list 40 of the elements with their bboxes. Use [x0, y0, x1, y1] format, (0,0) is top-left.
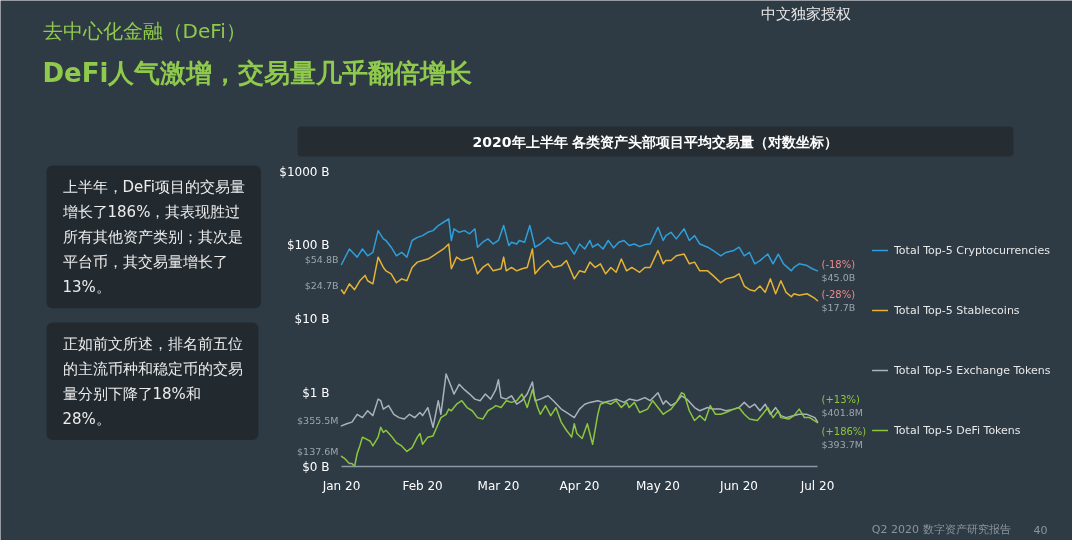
annotation: (-28%): [821, 288, 856, 300]
legend-label: Total Top-5 Stablecoins: [894, 303, 1020, 317]
annotation: $401.8M: [821, 407, 863, 419]
annotation: $355.5M: [297, 415, 339, 427]
data-label: $17.7B: [821, 301, 856, 313]
text: Q2 2020 数字资产研究报告: [871, 523, 1011, 536]
data-label: $54.8B: [304, 254, 339, 266]
x-tick-label: Jul 20: [799, 478, 835, 493]
x-tick-label: May 20: [636, 478, 680, 493]
legend-label: Total Top-5 DeFi Tokens: [894, 423, 1021, 437]
annotation: (+13%): [821, 394, 861, 406]
line-series: [340, 243, 819, 302]
annotation: $137.6M: [297, 445, 339, 457]
annotation: $393.7M: [821, 439, 863, 451]
text: 中文独家授权: [760, 4, 851, 23]
y-tick-label: $0 B: [302, 459, 330, 474]
text: 上半年，DeFi项目的交易量增长了186%，其表现胜过所有其他资产类别；其次是平台币，其交易量增长了13%。: [61, 177, 245, 297]
x-tick-label: Jun 20: [719, 478, 758, 493]
line-series: [340, 388, 819, 468]
x-tick-label: Jan 20: [321, 478, 361, 493]
chart-title: 2020年上半年 各类资产头部项目平均交易量（对数坐标）: [472, 133, 839, 150]
text: 40: [1033, 523, 1048, 537]
y-tick-label: $1 B: [302, 385, 330, 400]
x-tick-label: Apr 20: [559, 478, 600, 493]
annotation: (+186%): [821, 426, 867, 438]
data-label: $45.0B: [821, 271, 856, 283]
line-series: [340, 218, 819, 272]
y-tick-label: $1000 B: [279, 164, 330, 179]
y-tick-label: $10 B: [294, 312, 330, 326]
legend-label: Total Top-5 Exchange Tokens: [894, 363, 1051, 377]
y-tick-label: $100 B: [286, 238, 330, 253]
text: DeFi人气激增，交易量几乎翻倍增长: [42, 57, 473, 88]
text: 去中心化金融（DeFi）: [42, 18, 246, 43]
x-tick-label: Mar 20: [477, 478, 520, 493]
text: 正如前文所述，排名前五位的主流币种和稳定币的交易量分别下降了18%和28%。: [62, 334, 243, 429]
data-label: $24.7B: [304, 279, 339, 291]
x-tick-label: Feb 20: [402, 478, 443, 493]
line-series: [340, 373, 819, 429]
annotation: (-18%): [821, 258, 856, 270]
legend-label: Total Top-5 Cryptocurrencies: [894, 243, 1050, 257]
